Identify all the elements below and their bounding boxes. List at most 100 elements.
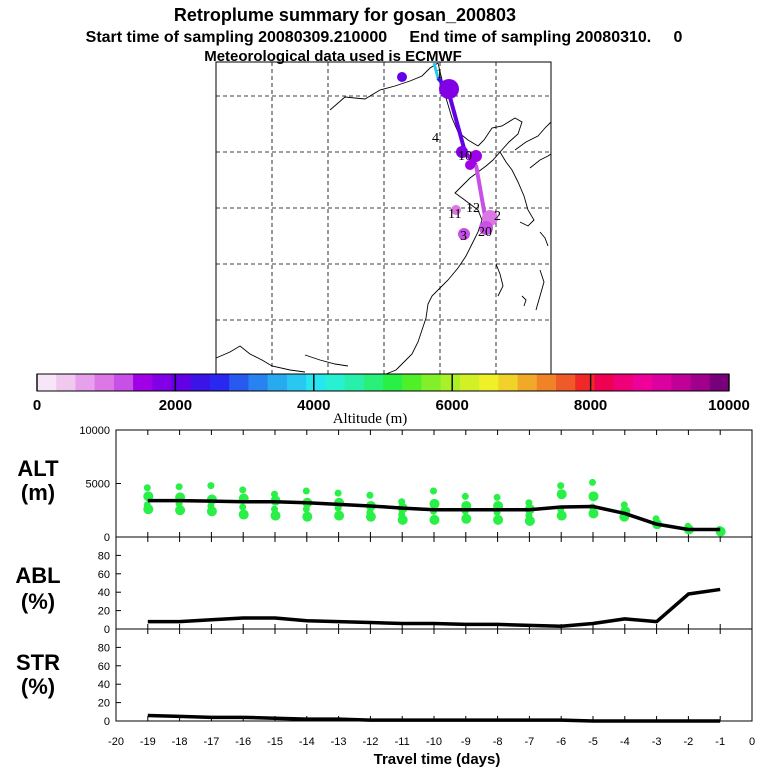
str-frame	[115, 628, 753, 722]
colorbar-tick-label: 4000	[297, 397, 330, 414]
colorbar-cell	[133, 374, 153, 391]
altitude-point	[302, 511, 313, 522]
map-coastlines	[215, 62, 552, 375]
altitude-point	[430, 487, 437, 495]
altitude-point	[175, 505, 186, 516]
colorbar-cell	[556, 374, 576, 391]
altitude-point	[302, 505, 310, 513]
x-tick-label: -14	[299, 736, 315, 748]
x-tick-label: -15	[267, 736, 283, 748]
colorbar-cell	[517, 374, 538, 391]
y-tick-label: 40	[98, 679, 110, 691]
map-marker-label: 20	[478, 225, 492, 240]
y-tick-label: 10000	[79, 425, 110, 437]
altitude-point	[556, 510, 567, 521]
altitude-point	[206, 506, 217, 517]
alt-unit: (m)	[21, 480, 55, 505]
colorbar-label: Altitude (m)	[333, 411, 408, 427]
altitude-point	[493, 493, 501, 501]
plume-blob	[465, 160, 475, 170]
colorbar-cell	[709, 374, 730, 391]
str-unit: (%)	[21, 674, 55, 699]
altitude-point	[207, 482, 215, 490]
altitude-point	[143, 484, 151, 492]
colorbar-cell	[536, 374, 557, 391]
colorbar-cell	[671, 374, 692, 391]
series-line	[147, 587, 721, 628]
map-marker-label: 11	[448, 207, 461, 222]
figure-title: Retroplume summary for gosan_200803	[174, 5, 516, 25]
x-tick-label: -9	[461, 736, 471, 748]
altitude-point	[588, 508, 599, 519]
x-tick-label: -3	[652, 736, 662, 748]
x-tick-label: -4	[620, 736, 630, 748]
colorbar-tick-label: 2000	[159, 397, 192, 414]
altitude-point	[397, 514, 408, 525]
x-tick-label: -2	[684, 736, 694, 748]
colorbar-cell	[248, 374, 269, 391]
x-tick-label: -20	[108, 736, 124, 748]
colorbar-cell	[652, 374, 672, 391]
str-panel: STR (%) 0 20 40 60 80	[16, 628, 753, 728]
altitude-point	[556, 489, 567, 500]
altitude-point	[365, 511, 376, 522]
colorbar: 0 2000 4000 6000 8000 10000 Altitude (m)	[33, 373, 750, 427]
colorbar-cell	[613, 374, 634, 391]
x-axis: -20 -19 -18 -17 -16 -15 -14 -13 -12 -11 -10 -9 -8 -7-…	[108, 736, 755, 748]
y-tick-label: 20	[98, 606, 110, 618]
y-tick-label: 20	[98, 698, 110, 710]
altitude-point	[493, 514, 504, 525]
colorbar-tick-label: 0	[33, 397, 41, 414]
x-tick-label: 0	[749, 736, 755, 748]
altitude-point	[429, 514, 440, 525]
map-marker-label: 10	[458, 149, 472, 164]
altitude-point	[588, 491, 599, 502]
met-data-title: Meteorological data used is ECMWF	[204, 48, 462, 65]
y-tick-label: 40	[98, 587, 110, 599]
x-tick-label: -19	[140, 736, 156, 748]
x-tick-label: -1	[715, 736, 725, 748]
altitude-point	[524, 515, 535, 526]
y-tick-label: 0	[104, 532, 110, 544]
plume-blob	[456, 146, 468, 158]
altitude-point	[589, 478, 596, 486]
colorbar-cell	[575, 374, 595, 391]
colorbar-cell	[190, 374, 211, 391]
colorbar-cell	[37, 374, 57, 391]
colorbar-cell	[479, 374, 499, 391]
plume-blob	[458, 228, 470, 240]
colorbar-cell	[306, 374, 326, 391]
colorbar-cell	[498, 374, 519, 391]
map-marker-label: 3	[460, 229, 467, 244]
colorbar-cell	[421, 374, 442, 391]
map-marker-label: 1	[436, 67, 443, 82]
altitude-point	[334, 489, 342, 497]
x-tick-label: -12	[362, 736, 378, 748]
colorbar-cell	[229, 374, 249, 391]
colorbar-cell	[632, 374, 653, 391]
x-tick-label: -18	[172, 736, 188, 748]
map-marker-label: 12	[466, 201, 480, 216]
colorbar-cell	[690, 374, 711, 391]
colorbar-cell	[152, 374, 173, 391]
altitude-point	[302, 487, 310, 495]
altitude-point	[239, 486, 247, 494]
colorbar-cell	[94, 374, 115, 391]
colorbar-tick-label: 10000	[708, 397, 750, 414]
x-tick-label: -13	[331, 736, 347, 748]
str-label: STR	[16, 650, 60, 675]
map-marker-label: 2	[494, 209, 501, 224]
altitude-point	[366, 491, 374, 499]
plume-centroids	[397, 72, 498, 240]
y-tick-label: 5000	[86, 479, 110, 491]
colorbar-tick-label: 8000	[574, 397, 607, 414]
altitude-point	[238, 509, 249, 520]
colorbar-cell	[402, 374, 422, 391]
colorbar-cell	[594, 374, 615, 391]
x-axis-label: Travel time (days)	[374, 751, 501, 768]
alt-label: ALT	[17, 456, 59, 481]
y-tick-label: 60	[98, 661, 110, 673]
colorbar-cell	[383, 374, 403, 391]
x-tick-label: -11	[395, 736, 410, 748]
